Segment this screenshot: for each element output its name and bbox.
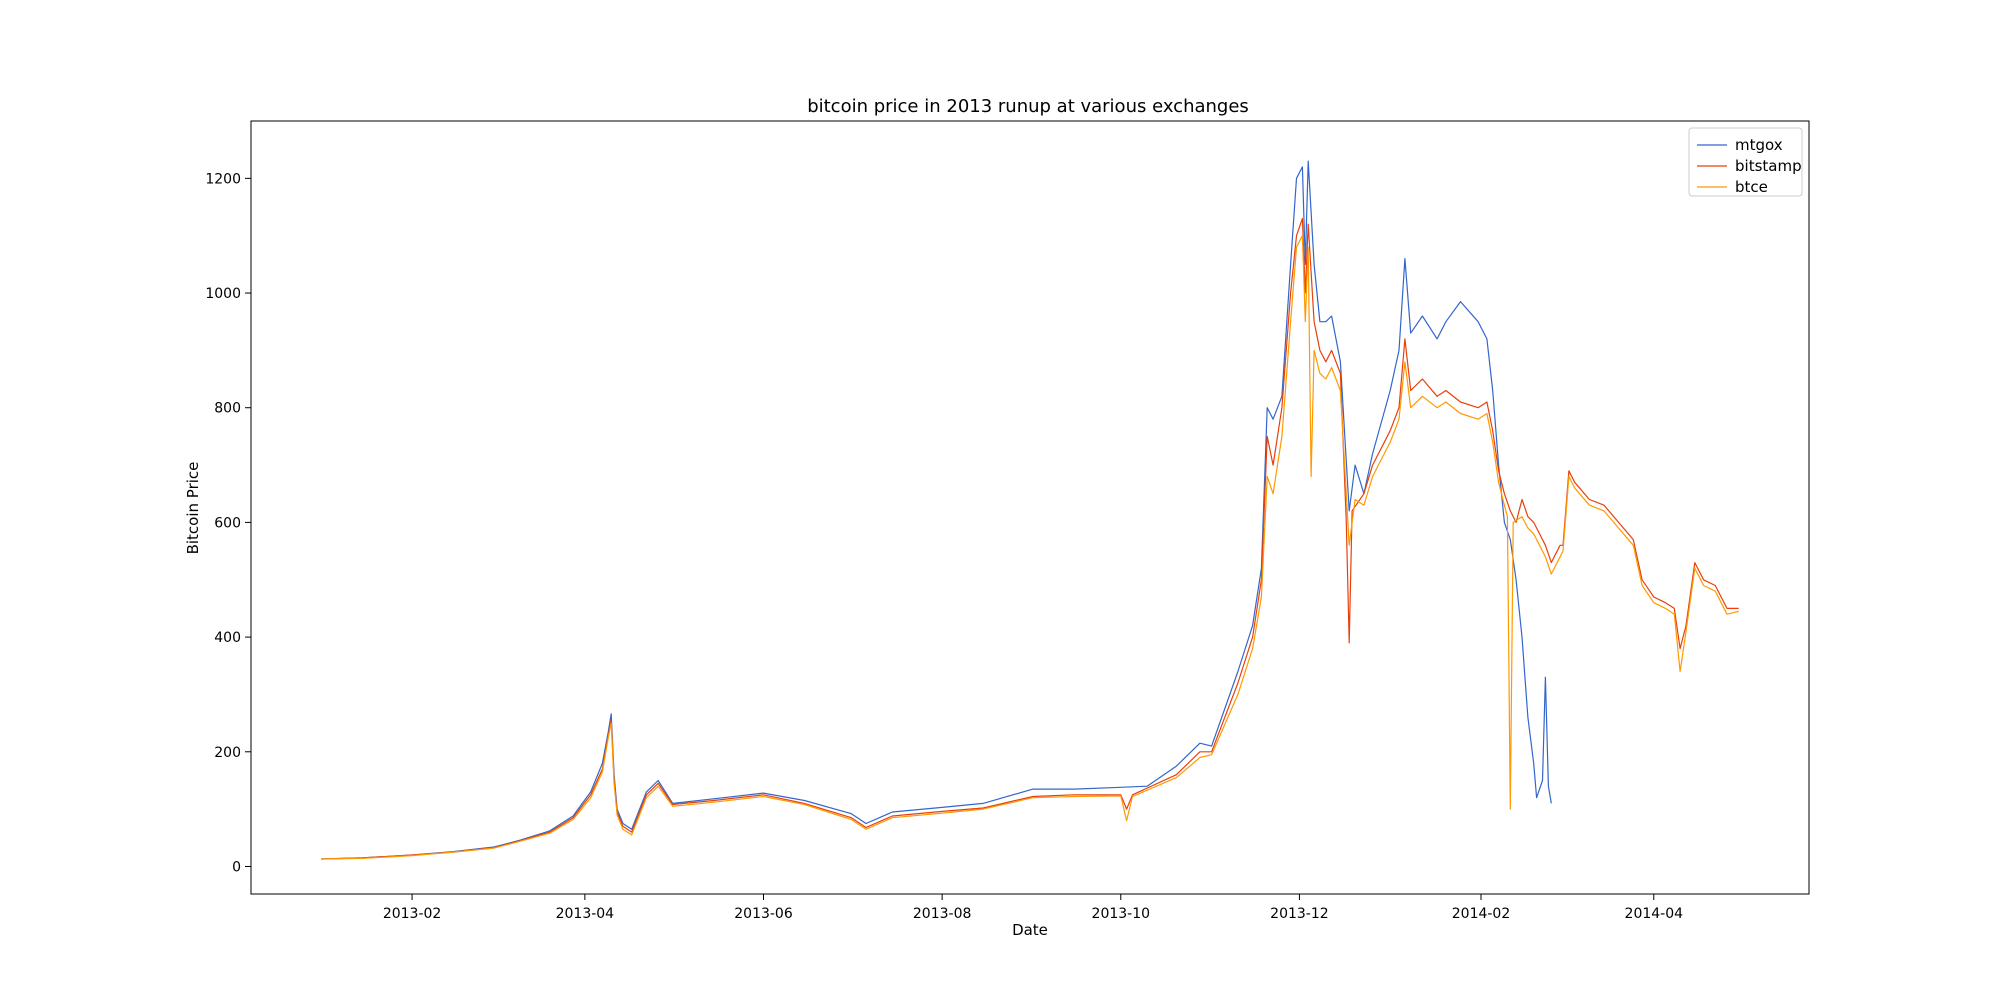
plot-frame [250,120,1810,895]
x-tick-label: 2013-06 [734,906,793,922]
x-tick-label: 2013-02 [383,906,442,922]
y-tick-label: 200 [214,745,241,761]
series-layer [321,160,1739,860]
legend-label-btce: btce [1735,178,1768,196]
x-tick-label: 2013-12 [1270,906,1329,922]
legend-label-mtgox: mtgox [1735,136,1783,154]
y-tick-label: 600 [214,515,241,531]
series-line-btce [321,235,1739,860]
x-axis-label: Date [1012,921,1048,939]
x-tick-label: 2013-04 [556,906,615,922]
x-tick-label: 2013-10 [1092,906,1151,922]
chart-title: bitcoin price in 2013 runup at various e… [807,96,1249,117]
legend-label-bitstamp: bitstamp [1735,157,1802,175]
legend: mtgox bitstamp btce [1688,127,1803,197]
x-axis: 2013-02 2013-04 2013-06 2013-08 2013-10 2013-… [383,894,1683,922]
series-line-bitstamp [321,217,1739,860]
x-tick-label: 2013-08 [913,906,972,922]
y-tick-label: 0 [232,859,241,875]
y-axis: 0 200 400 600 800 1000 1200 [205,171,251,875]
y-tick-label: 1000 [205,286,241,302]
x-tick-label: 2014-04 [1625,906,1684,922]
x-tick-label: 2014-02 [1452,906,1511,922]
y-tick-label: 400 [214,630,241,646]
y-axis-label: Bitcoin Price [184,462,202,555]
y-tick-label: 800 [214,401,241,417]
series-line-mtgox [321,160,1552,860]
y-tick-label: 1200 [205,171,241,187]
